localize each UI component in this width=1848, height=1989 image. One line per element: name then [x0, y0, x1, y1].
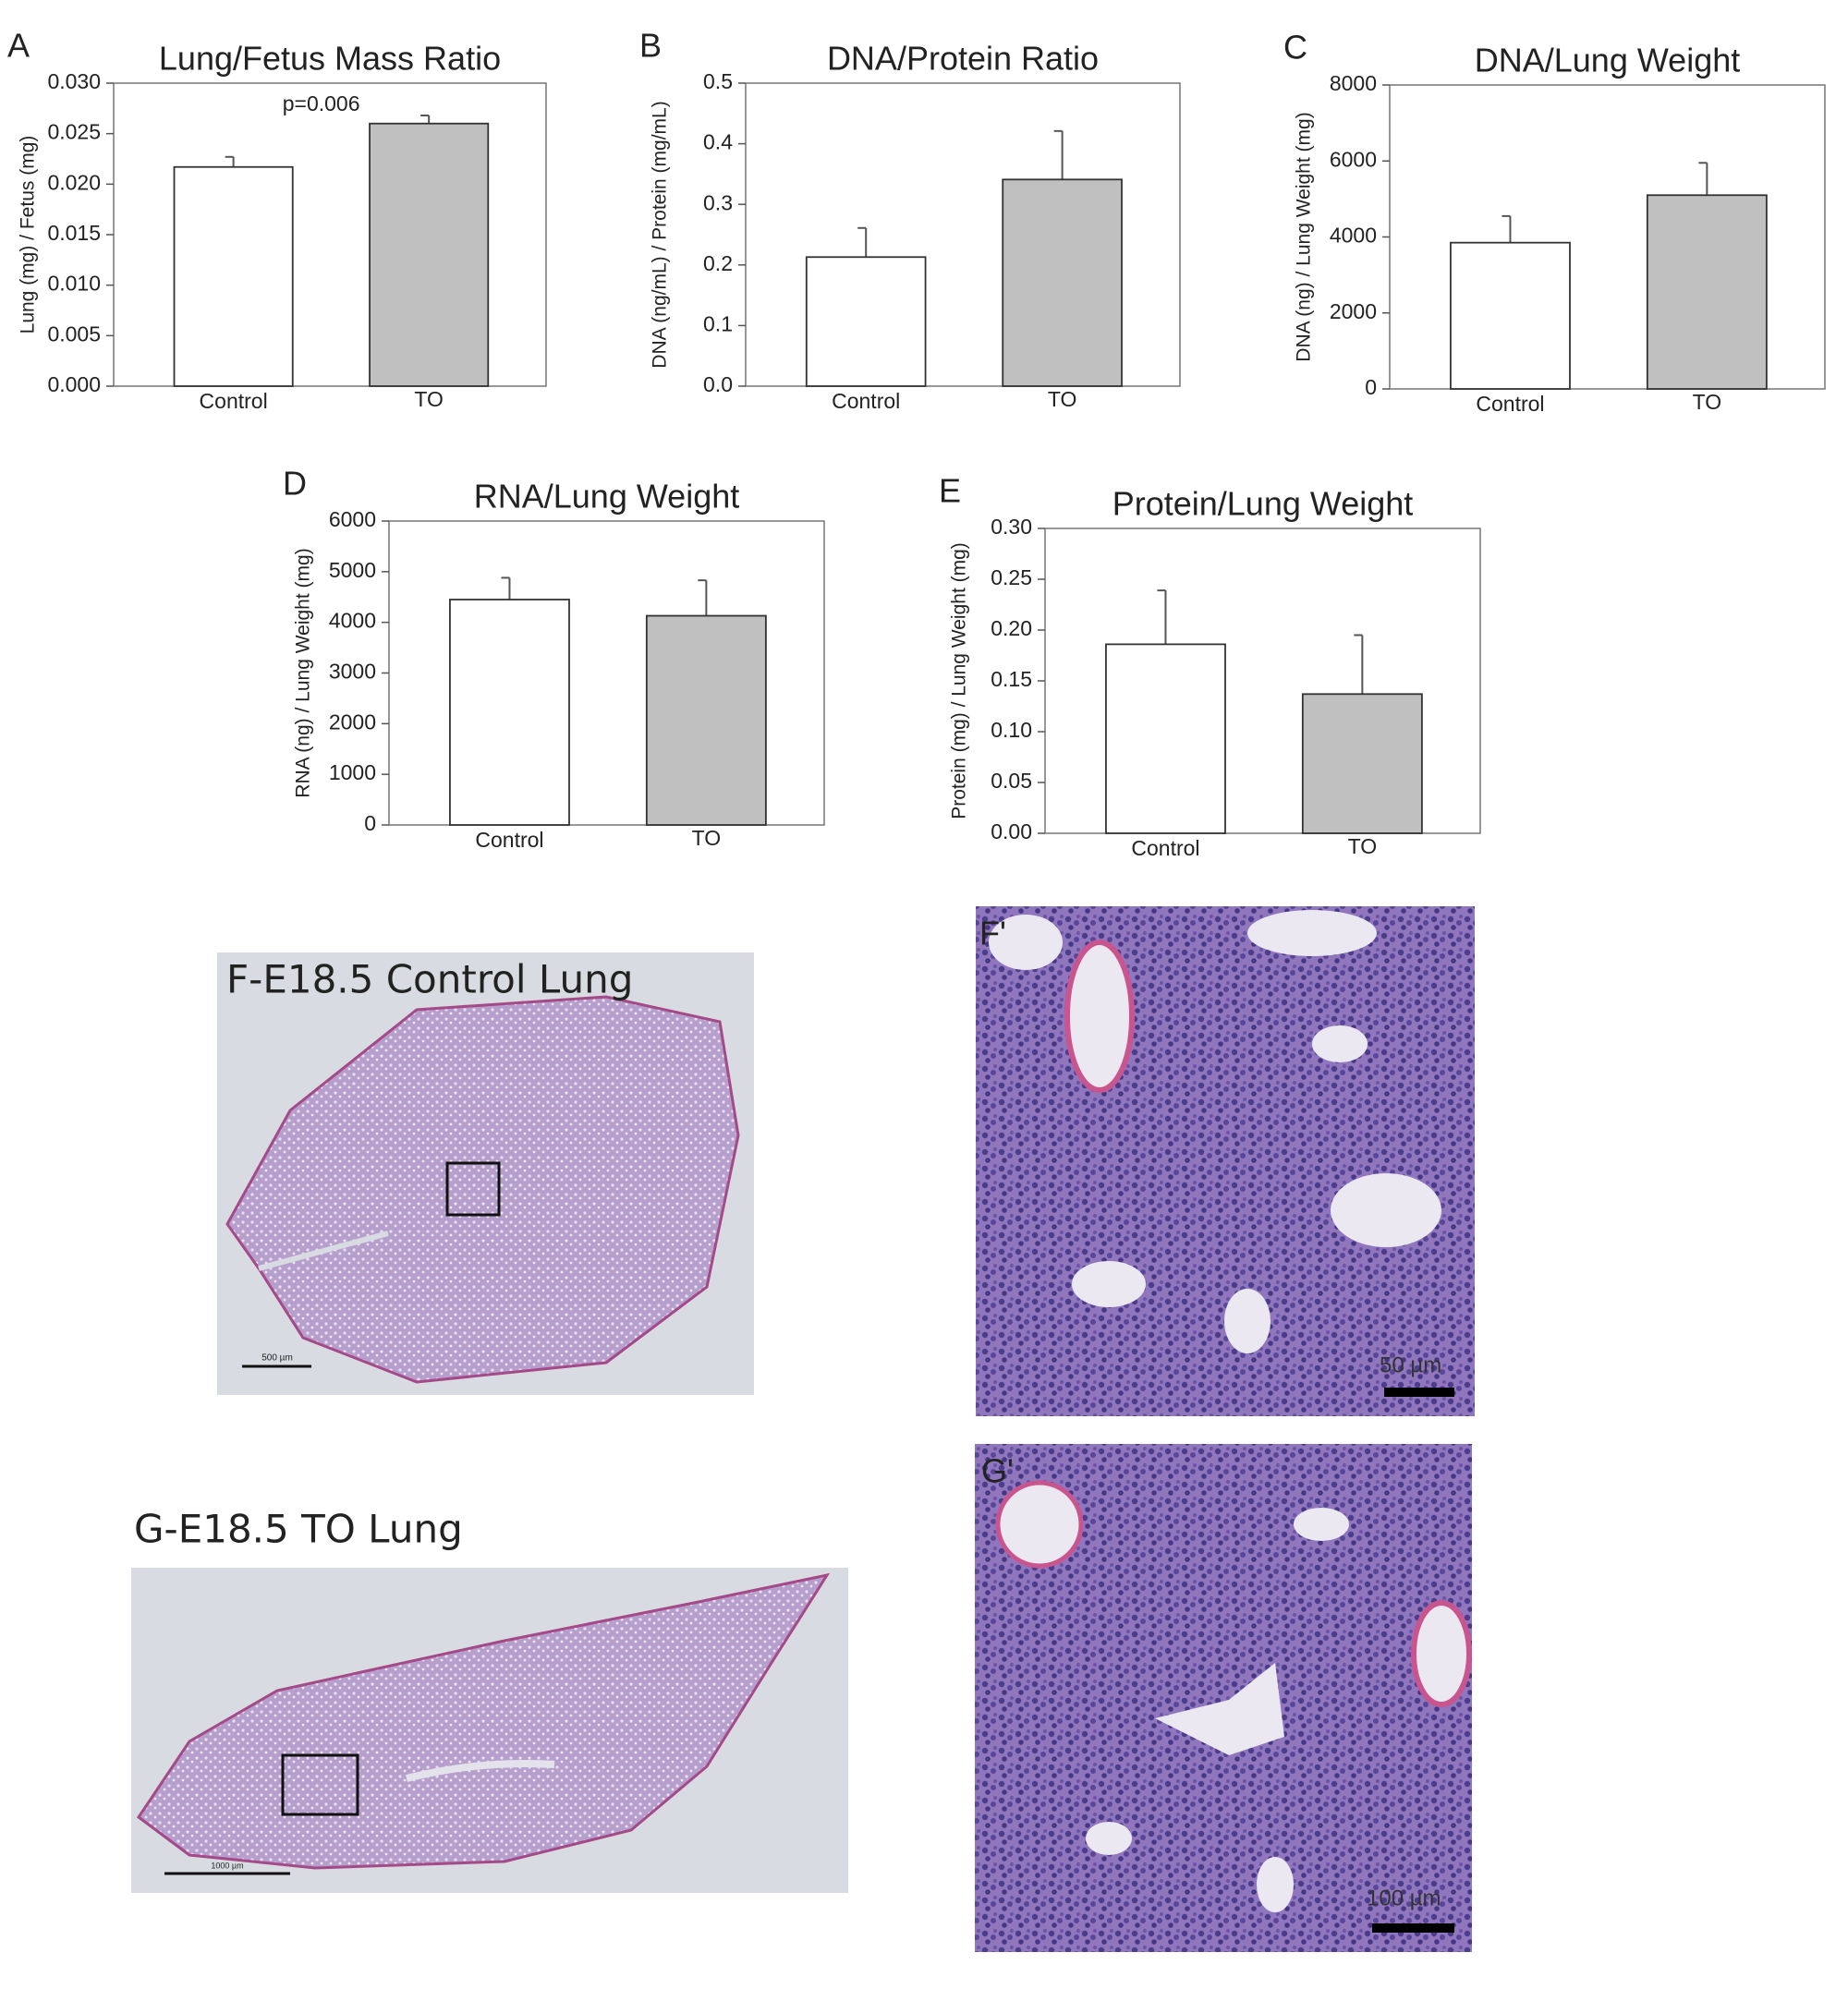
panel-label: D — [283, 465, 307, 503]
y-tick-label: 0.1 — [703, 311, 733, 335]
y-tick-label: 0.025 — [47, 120, 101, 144]
bar — [1646, 194, 1768, 390]
bar — [369, 122, 490, 387]
scale-label: 50 µm — [1380, 1352, 1441, 1377]
y-tick-label: 0.15 — [991, 667, 1032, 691]
panel-label: E — [939, 472, 961, 510]
bar — [1301, 693, 1423, 834]
x-tick-label: TO — [1693, 390, 1722, 414]
y-tick-label: 0.015 — [47, 221, 101, 245]
x-tick-label: TO — [1048, 387, 1077, 411]
y-axis-label: RNA (ng) / Lung Weight (mg) — [293, 548, 314, 797]
scale-label: 100 µm — [1367, 1886, 1441, 1910]
y-tick-label: 0 — [364, 811, 376, 835]
x-tick-label: Control — [1131, 836, 1199, 860]
image-g-detail: G' 100 µm — [975, 1444, 1472, 1952]
panel-label: B — [639, 27, 662, 65]
y-tick-label: 0.010 — [47, 272, 101, 296]
y-tick-label: 2000 — [329, 709, 376, 734]
bar — [1450, 241, 1571, 390]
annotation: p=0.006 — [283, 91, 360, 115]
y-tick-label: 2000 — [1330, 299, 1377, 323]
plot-frame — [745, 82, 1181, 387]
image-caption: F-E18.5 Control Lung — [226, 957, 633, 1002]
y-tick-label: 0.3 — [703, 190, 733, 214]
y-tick-label: 0.000 — [47, 372, 101, 396]
image-caption: F' — [979, 915, 1006, 952]
y-tick-label: 8000 — [1330, 71, 1377, 95]
scale-label: 1000 µm — [211, 1861, 243, 1870]
y-tick-label: 0.30 — [991, 515, 1032, 539]
chart-title: Lung/Fetus Mass Ratio — [159, 40, 501, 78]
y-tick-label: 5000 — [329, 558, 376, 582]
image-f: 500 µm F-E18.5 Control Lung — [217, 952, 754, 1395]
y-tick-label: 0.05 — [991, 769, 1032, 793]
bar — [1002, 178, 1123, 387]
y-tick-label: 0.005 — [47, 321, 101, 346]
bar — [173, 165, 294, 387]
y-axis-label: Lung (mg) / Fetus (mg) — [18, 136, 39, 334]
y-tick-label: 0.10 — [991, 718, 1032, 742]
x-tick-label: Control — [200, 389, 268, 413]
chart-title: DNA/Protein Ratio — [827, 40, 1099, 78]
y-tick-label: 0.020 — [47, 170, 101, 194]
panel-label: A — [7, 27, 30, 65]
x-tick-label: Control — [832, 389, 900, 413]
y-tick-label: 0.5 — [703, 69, 733, 93]
image-caption: G' — [981, 1452, 1014, 1490]
y-tick-label: 1000 — [329, 760, 376, 784]
chart-title: Protein/Lung Weight — [1112, 485, 1414, 523]
y-tick-label: 0.4 — [703, 130, 733, 154]
y-tick-label: 6000 — [329, 507, 376, 531]
y-tick-label: 0 — [1365, 375, 1377, 399]
x-tick-label: TO — [692, 826, 722, 850]
y-tick-label: 0.0 — [703, 372, 733, 396]
y-tick-label: 0.00 — [991, 819, 1032, 843]
y-tick-label: 0.030 — [47, 69, 101, 93]
bar — [805, 256, 927, 387]
bar — [449, 599, 570, 826]
y-axis-label: Protein (mg) / Lung Weight (mg) — [949, 542, 970, 819]
y-axis-label: DNA (ng) / Lung Weight (mg) — [1294, 112, 1315, 361]
image-g: 1000 µm G-E18.5 TO Lung — [131, 1507, 848, 1893]
y-tick-label: 4000 — [329, 609, 376, 633]
bar — [1105, 643, 1226, 834]
x-tick-label: Control — [475, 828, 543, 852]
x-tick-label: TO — [1348, 834, 1378, 858]
x-tick-label: TO — [414, 387, 444, 411]
y-tick-label: 6000 — [1330, 147, 1377, 171]
y-tick-label: 0.2 — [703, 251, 733, 275]
y-tick-label: 0.20 — [991, 616, 1032, 640]
y-tick-label: 3000 — [329, 660, 376, 684]
bar — [645, 614, 767, 826]
y-axis-label: DNA (ng/mL) / Protein (mg/mL) — [650, 101, 671, 368]
chart-title: DNA/Lung Weight — [1475, 42, 1741, 79]
chart-title: RNA/Lung Weight — [474, 478, 740, 515]
scale-label: 500 µm — [261, 1353, 293, 1364]
image-f-detail: F' 50 µm — [976, 906, 1475, 1416]
y-tick-label: 4000 — [1330, 224, 1377, 248]
x-tick-label: Control — [1476, 392, 1544, 416]
y-tick-label: 0.25 — [991, 565, 1032, 589]
panel-label: C — [1283, 29, 1307, 67]
image-caption: G-E18.5 TO Lung — [134, 1507, 463, 1552]
